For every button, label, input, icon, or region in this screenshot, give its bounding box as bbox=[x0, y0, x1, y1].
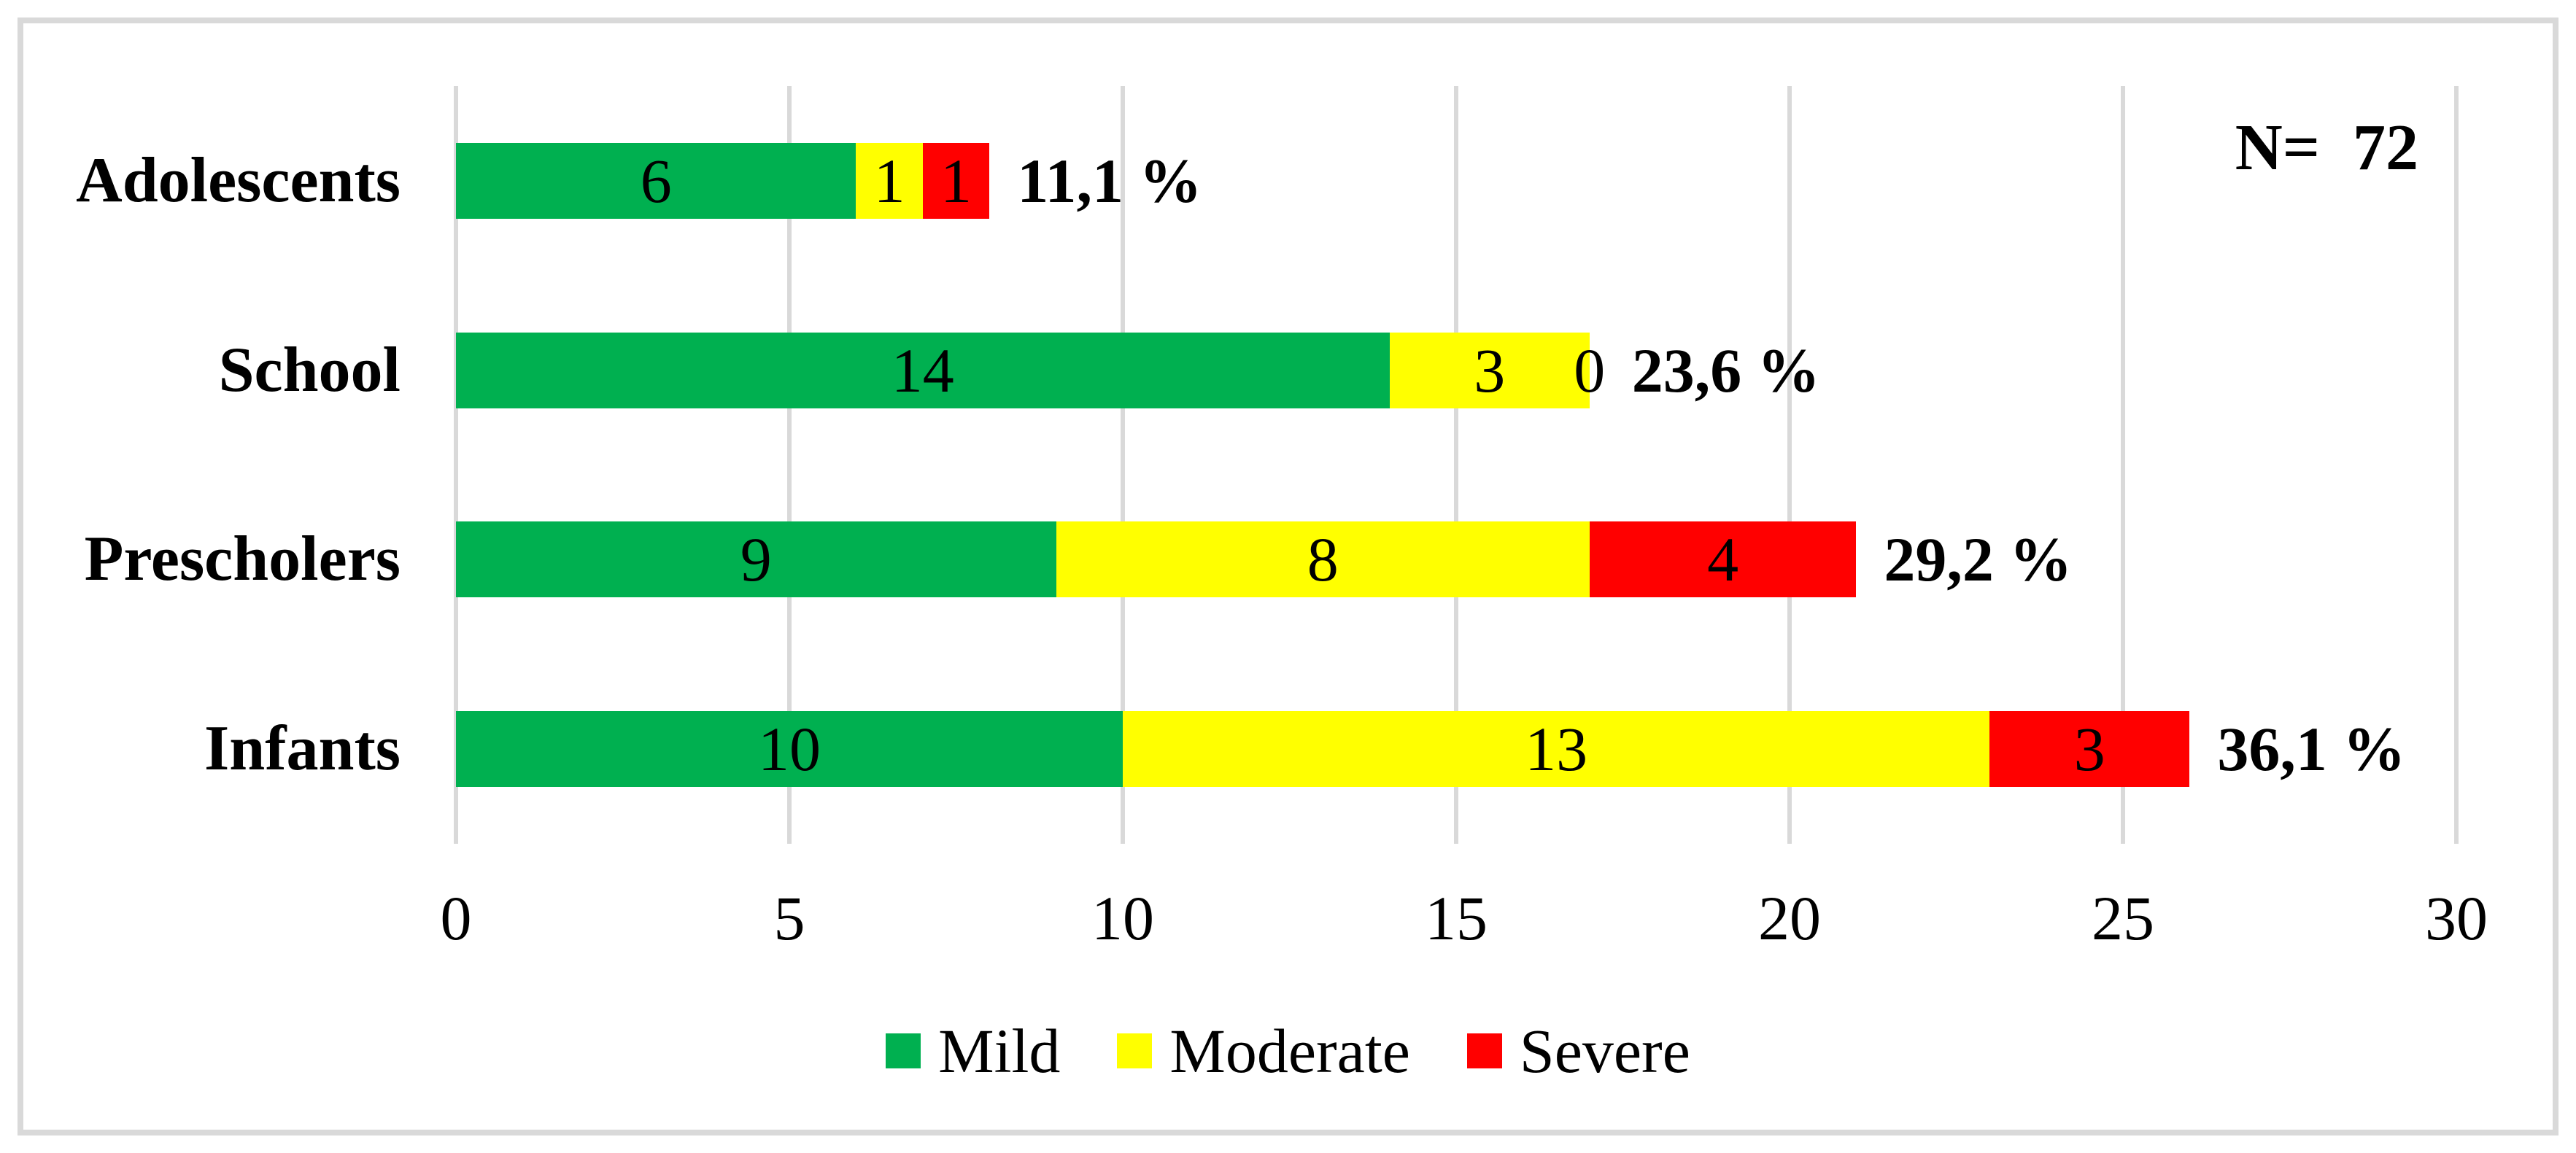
category-label: Adolescents bbox=[76, 145, 401, 216]
x-axis-tick-label: 15 bbox=[1425, 883, 1488, 953]
value-label-zero: 0 bbox=[1574, 335, 1606, 405]
x-axis-tick-label: 30 bbox=[2425, 883, 2488, 953]
bar-segment-mild: 6 bbox=[456, 143, 856, 219]
gridline bbox=[787, 86, 792, 844]
gridline bbox=[2454, 86, 2459, 844]
bar-segment-moderate: 13 bbox=[1123, 711, 1990, 787]
value-label: 10 bbox=[758, 714, 821, 784]
bar-segment-mild: 14 bbox=[456, 333, 1390, 408]
gridline bbox=[454, 86, 458, 844]
x-axis-tick-label: 25 bbox=[2092, 883, 2154, 953]
gridline bbox=[1121, 86, 1125, 844]
value-label: 4 bbox=[1707, 524, 1739, 594]
category-label: School bbox=[218, 335, 401, 405]
legend: Mild Moderate Severe bbox=[0, 1020, 2576, 1082]
value-label: 3 bbox=[2073, 714, 2105, 784]
value-label: 9 bbox=[740, 524, 772, 594]
x-axis-tick-label: 10 bbox=[1091, 883, 1154, 953]
value-label: 13 bbox=[1525, 714, 1588, 784]
percent-label: 11,1 % bbox=[1017, 146, 1202, 216]
legend-label: Severe bbox=[1519, 1016, 1690, 1086]
bar-segment-severe: 3 bbox=[1989, 711, 2190, 787]
value-label: 3 bbox=[1474, 335, 1506, 405]
legend-item-severe: Severe bbox=[1466, 1016, 1690, 1086]
value-label: 6 bbox=[640, 146, 672, 216]
category-label: Prescholers bbox=[84, 524, 401, 594]
bar-segment-mild: 10 bbox=[456, 711, 1123, 787]
chart-border-frame bbox=[18, 18, 2558, 1135]
gridline bbox=[1787, 86, 1792, 844]
bar-segment-severe: 4 bbox=[1589, 521, 1857, 597]
value-label: 1 bbox=[873, 146, 905, 216]
category-label: Infants bbox=[204, 713, 401, 784]
bar-segment-moderate: 1 bbox=[856, 143, 923, 219]
x-axis-tick-label: 5 bbox=[773, 883, 805, 953]
bar-segment-moderate: 8 bbox=[1056, 521, 1590, 597]
bar-segment-severe: 1 bbox=[922, 143, 990, 219]
value-label: 1 bbox=[940, 146, 972, 216]
legend-item-mild: Mild bbox=[886, 1020, 1060, 1082]
value-label: 14 bbox=[891, 335, 954, 405]
gridline bbox=[1454, 86, 1458, 844]
gridline bbox=[2121, 86, 2125, 844]
legend-swatch-moderate bbox=[1117, 1033, 1153, 1068]
x-axis-tick-label: 0 bbox=[440, 883, 472, 953]
bar-segment-moderate: 3 bbox=[1389, 333, 1590, 408]
legend-item-moderate: Moderate bbox=[1117, 1020, 1410, 1082]
legend-label: Mild bbox=[938, 1016, 1061, 1086]
legend-label: Moderate bbox=[1169, 1016, 1410, 1086]
percent-label: 23,6 % bbox=[1631, 335, 1820, 405]
x-axis-tick-label: 20 bbox=[1758, 883, 1821, 953]
percent-label: 36,1 % bbox=[2217, 714, 2406, 784]
sample-size-annotation: N= 72 bbox=[2235, 112, 2418, 184]
legend-swatch-mild bbox=[886, 1033, 921, 1068]
bar-segment-mild: 9 bbox=[456, 521, 1056, 597]
legend-swatch-severe bbox=[1466, 1033, 1502, 1068]
value-label: 8 bbox=[1307, 524, 1339, 594]
percent-label: 29,2 % bbox=[1884, 524, 2073, 594]
